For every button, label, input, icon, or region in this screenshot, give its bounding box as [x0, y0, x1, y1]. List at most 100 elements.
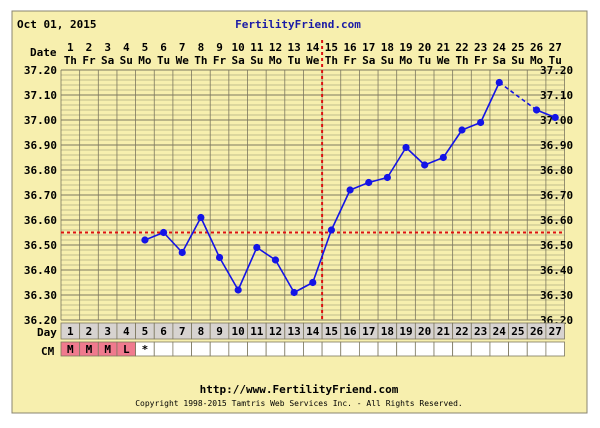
cm-cell — [358, 341, 379, 357]
day-label: 23 — [474, 325, 487, 338]
date-label: 3 — [104, 41, 111, 54]
cm-cell — [265, 341, 286, 357]
day-label: 4 — [123, 325, 130, 338]
day-label: 24 — [493, 325, 507, 338]
date-label: 4 — [123, 41, 130, 54]
date-label: 18 — [381, 41, 394, 54]
cm-cell — [303, 341, 323, 357]
date-label: 5 — [142, 41, 149, 54]
weekday-label: Mo — [138, 54, 152, 67]
weekday-label: Mo — [530, 54, 544, 67]
day-label: 27 — [549, 325, 562, 338]
date-label: 14 — [306, 41, 320, 54]
temperature-point — [271, 256, 280, 264]
date-label: 12 — [269, 41, 282, 54]
cm-value: L — [123, 343, 130, 356]
day-label: 9 — [216, 325, 223, 338]
ytick-label-right: 36.70 — [540, 189, 573, 202]
ytick-label-right: 37.20 — [540, 64, 573, 77]
weekday-label: Mo — [399, 54, 413, 67]
cm-cell — [321, 341, 342, 357]
temperature-segment — [181, 217, 202, 253]
day-row-label: Day — [37, 326, 57, 339]
day-label: 26 — [530, 325, 544, 338]
weekday-label: Fr — [343, 54, 357, 67]
weekday-label: Su — [381, 54, 394, 67]
temperature-point — [551, 113, 559, 122]
temperature-segment — [405, 146, 426, 166]
weekday-label: Fr — [82, 54, 96, 67]
temperature-segment — [386, 147, 407, 178]
date-label: 17 — [362, 41, 375, 54]
cm-cell — [228, 341, 248, 357]
weekday-label: Sa — [493, 54, 506, 67]
date-label: 21 — [437, 41, 451, 54]
ytick-label-left: 36.70 — [24, 189, 57, 202]
cm-cell — [191, 341, 211, 357]
date-label: 2 — [86, 41, 93, 54]
date-label: 9 — [216, 41, 223, 54]
date-label: 15 — [325, 41, 338, 54]
temperature-point — [215, 253, 224, 262]
temperature-point — [253, 243, 261, 252]
date-label: 25 — [511, 41, 524, 54]
day-label: 13 — [288, 325, 301, 338]
ytick-label-left: 36.30 — [24, 289, 57, 302]
ytick-label-left: 36.60 — [24, 214, 57, 227]
cm-cell — [209, 341, 230, 357]
ytick-label-right: 36.90 — [540, 139, 573, 152]
weekday-label: Sa — [362, 54, 375, 67]
weekday-label: We — [437, 54, 451, 67]
day-label: 22 — [455, 325, 468, 338]
day-label: 25 — [511, 325, 524, 338]
weekday-label: Th — [194, 54, 207, 67]
day-label: 17 — [362, 325, 375, 338]
temperature-point — [532, 106, 541, 114]
weekday-label: We — [306, 54, 320, 67]
weekday-label: Mo — [269, 54, 283, 67]
cm-cell — [247, 341, 267, 357]
day-label: 15 — [325, 325, 338, 338]
chart-date: Oct 01, 2015 — [17, 18, 96, 31]
cm-value: M — [104, 343, 111, 356]
date-label: 13 — [288, 41, 301, 54]
cm-cell — [396, 341, 416, 357]
temperature-segment — [218, 257, 239, 291]
cm-cell — [526, 341, 547, 357]
day-label: 19 — [399, 325, 412, 338]
ytick-label-right: 37.10 — [540, 89, 573, 102]
weekday-label: We — [176, 54, 190, 67]
weekday-label: Th — [455, 54, 468, 67]
date-label: 6 — [160, 41, 167, 54]
axis-labels: 37.2037.2037.1037.1037.0037.0036.9036.90… — [24, 41, 573, 327]
weekday-label: Fr — [474, 54, 488, 67]
cm-cell — [489, 341, 510, 357]
ytick-label-left: 36.50 — [24, 239, 57, 252]
weekday-label: Tu — [549, 54, 562, 67]
day-label: 7 — [179, 325, 186, 338]
day-label: 18 — [381, 325, 394, 338]
day-label: 11 — [250, 325, 264, 338]
footer-copyright: Copyright 1998-2015 Tamtris Web Services… — [135, 399, 463, 408]
cm-cell — [414, 341, 435, 357]
date-label: 20 — [418, 41, 431, 54]
cm-cell — [340, 341, 360, 357]
temperature-point — [421, 161, 429, 169]
temperature-point — [458, 126, 466, 134]
date-row-label: Date — [30, 46, 57, 59]
temperature-point — [197, 213, 205, 222]
date-label: 22 — [455, 41, 468, 54]
weekday-label: Th — [325, 54, 338, 67]
cm-cell — [153, 341, 174, 357]
temperature-segment — [200, 217, 221, 258]
ytick-label-left: 37.10 — [24, 89, 57, 102]
date-label: 8 — [198, 41, 205, 54]
ytick-label-left: 36.90 — [24, 139, 57, 152]
date-label: 11 — [250, 41, 264, 54]
day-label: 1 — [67, 325, 74, 338]
temperature-segment-dashed — [498, 81, 538, 111]
temperature-series — [61, 40, 565, 320]
temperature-segment — [479, 82, 501, 123]
cm-cell — [172, 341, 192, 357]
day-label: 16 — [343, 325, 357, 338]
